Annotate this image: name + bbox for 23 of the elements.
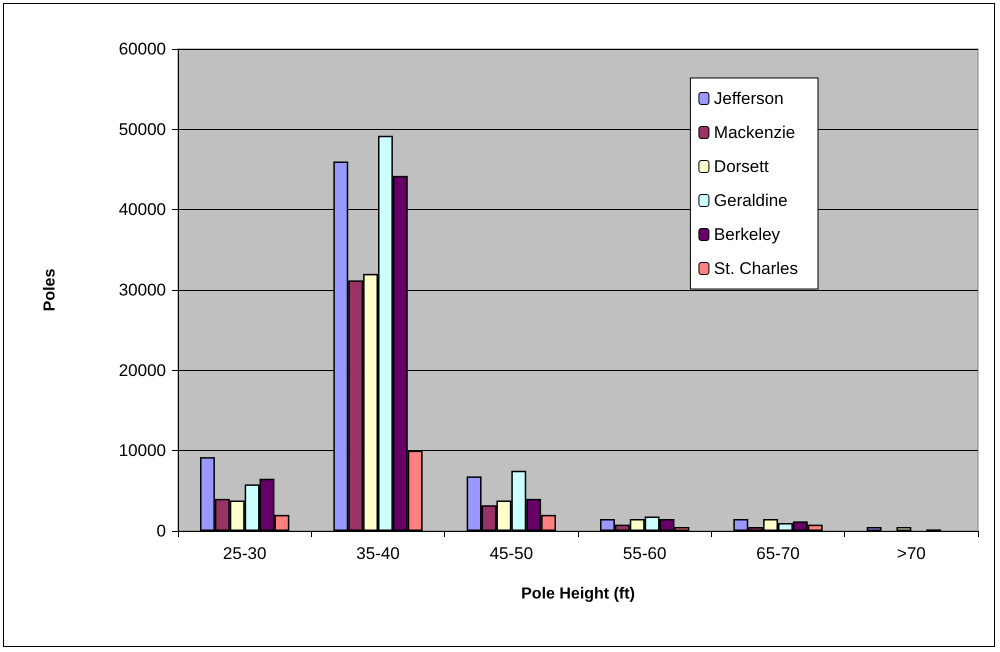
- x-tick-label: 45-50: [490, 544, 534, 563]
- legend-label: Mackenzie: [714, 123, 796, 142]
- y-tick-label: 40000: [118, 200, 166, 220]
- legend-label: Dorsett: [714, 157, 769, 176]
- y-tick-label: 0: [156, 522, 166, 540]
- y-tick-label: 50000: [118, 120, 166, 139]
- legend-label: Geraldine: [714, 191, 788, 210]
- y-tick-label: 20000: [118, 360, 166, 380]
- y-axis-title: Poles: [42, 268, 58, 312]
- x-tick-label: >70: [896, 544, 926, 563]
- x-tick-label: 35-40: [356, 544, 400, 563]
- legend-label: Berkeley: [714, 225, 781, 244]
- x-axis-title: Pole Height (ft): [521, 586, 635, 602]
- x-tick-label: 25-30: [222, 544, 266, 563]
- legend-label: St. Charles: [714, 259, 798, 278]
- y-tick-label: 30000: [118, 280, 166, 300]
- y-tick-label: 60000: [118, 40, 166, 58]
- bar: [866, 526, 882, 531]
- x-tick-label: 55-60: [622, 544, 666, 563]
- legend-label: Jefferson: [714, 89, 784, 108]
- bar: [896, 526, 912, 531]
- x-tick-label: 65-70: [756, 544, 800, 563]
- y-tick-label: 10000: [118, 441, 166, 460]
